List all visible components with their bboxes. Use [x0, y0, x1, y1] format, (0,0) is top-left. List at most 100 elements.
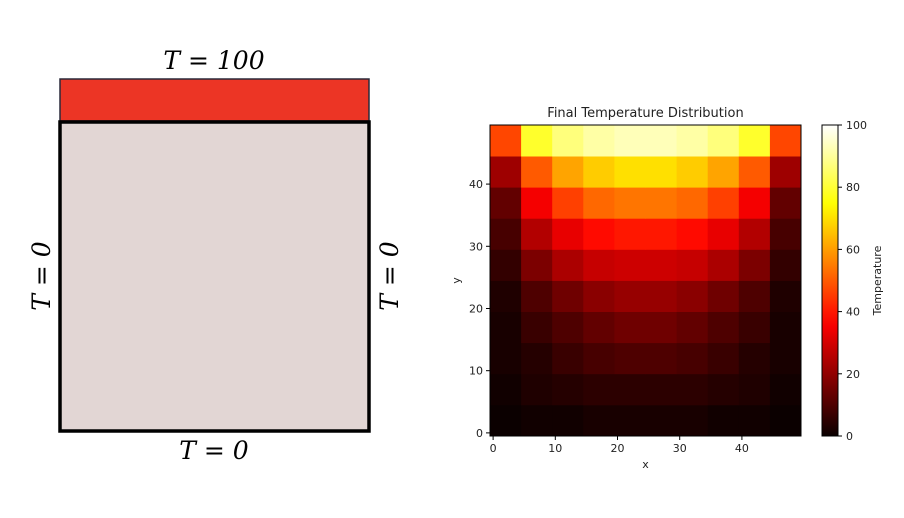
- colorbar-label: Temperature: [871, 245, 884, 316]
- x-tick-label: 10: [548, 442, 562, 455]
- heat-cell: [769, 249, 802, 281]
- heat-cell: [614, 125, 646, 157]
- heat-cell: [707, 125, 740, 157]
- heat-cell: [614, 404, 646, 437]
- heat-cell: [552, 280, 584, 312]
- heat-cell: [583, 342, 615, 375]
- heat-cell: [707, 187, 740, 219]
- heat-cell: [707, 373, 740, 406]
- heat-cell: [583, 404, 615, 437]
- heat-cell: [521, 218, 553, 250]
- heat-cell: [583, 311, 615, 344]
- heat-cell: [769, 311, 802, 344]
- heat-cell: [552, 156, 584, 188]
- heat-cell: [552, 125, 584, 157]
- heat-cell: [583, 280, 615, 312]
- heat-cell: [521, 187, 553, 219]
- colorbar-tick-label: 0: [846, 430, 853, 443]
- heat-cell: [645, 156, 677, 188]
- colorbar-tick-label: 40: [846, 306, 860, 319]
- heat-cell: [614, 187, 646, 219]
- plot-frame: [489, 124, 802, 437]
- heat-cell: [490, 156, 522, 188]
- heat-cell: [583, 373, 615, 406]
- heat-cell: [552, 249, 584, 281]
- y-axis-label: y: [450, 277, 463, 284]
- heat-cell: [490, 404, 522, 437]
- heat-cell: [769, 156, 802, 188]
- heat-cell: [738, 125, 771, 157]
- heat-cell: [521, 404, 553, 437]
- heat-cell: [614, 156, 646, 188]
- heat-cell: [676, 373, 709, 406]
- heat-cell: [676, 342, 709, 375]
- hot-boundary: [59, 78, 370, 122]
- heatmap-chart: 0 10 20 30 40 0 10 20 30 40 Final Temperature Dist…: [450, 106, 884, 471]
- heat-cell: [769, 187, 802, 219]
- x-tick-label: 0: [490, 442, 497, 455]
- heat-cell: [738, 280, 771, 312]
- heat-cell: [645, 342, 677, 375]
- heat-cell: [738, 156, 771, 188]
- heat-cell: [521, 342, 553, 375]
- heat-cell: [614, 249, 646, 281]
- heat-cell: [645, 280, 677, 312]
- heat-cell: [521, 125, 553, 157]
- colorbar: [821, 124, 839, 437]
- x-axis-label: x: [642, 458, 649, 471]
- heat-cell: [769, 218, 802, 250]
- heat-cell: [707, 218, 740, 250]
- heat-cell: [738, 218, 771, 250]
- heat-cell: [738, 404, 771, 437]
- heat-cell: [490, 342, 522, 375]
- heat-cell: [521, 373, 553, 406]
- heat-cell: [676, 187, 709, 219]
- heat-cell: [707, 342, 740, 375]
- heat-cell: [707, 311, 740, 344]
- heat-cell: [769, 404, 802, 437]
- heat-cell: [614, 280, 646, 312]
- heat-cell: [769, 280, 802, 312]
- heat-cell: [738, 342, 771, 375]
- heat-cell: [676, 249, 709, 281]
- heat-cell: [645, 218, 677, 250]
- heat-cell: [676, 156, 709, 188]
- heat-cell: [521, 156, 553, 188]
- heat-cell: [645, 125, 677, 157]
- heat-cell: [769, 373, 802, 406]
- y-tick-label: 30: [469, 240, 483, 253]
- heat-cell: [738, 373, 771, 406]
- heat-cell: [583, 218, 615, 250]
- x-tick-label: 30: [673, 442, 687, 455]
- heat-cell: [707, 280, 740, 312]
- y-tick-label: 40: [469, 178, 483, 191]
- heat-cell: [552, 404, 584, 437]
- heat-cell: [552, 342, 584, 375]
- heat-cell: [769, 342, 802, 375]
- heat-cell: [707, 404, 740, 437]
- heat-cell: [583, 187, 615, 219]
- heat-cell: [676, 125, 709, 157]
- heat-cell: [614, 373, 646, 406]
- heat-cell: [645, 404, 677, 437]
- y-tick-label: 0: [476, 427, 483, 440]
- heat-cell: [490, 311, 522, 344]
- heat-cell: [707, 156, 740, 188]
- heat-cell: [552, 218, 584, 250]
- chart-title: Final Temperature Distribution: [547, 106, 743, 121]
- heat-cell: [552, 311, 584, 344]
- heat-cell: [583, 249, 615, 281]
- heat-cell: [490, 280, 522, 312]
- heat-cell: [614, 218, 646, 250]
- heat-cell: [490, 218, 522, 250]
- bottom-label: T = 0: [179, 436, 249, 465]
- heat-cell: [645, 311, 677, 344]
- y-tick-label: 10: [469, 365, 483, 378]
- heat-cell: [614, 342, 646, 375]
- heat-cell: [738, 311, 771, 344]
- heat-cell: [521, 249, 553, 281]
- heat-cell: [676, 404, 709, 437]
- heat-cell: [676, 280, 709, 312]
- heat-cell: [583, 156, 615, 188]
